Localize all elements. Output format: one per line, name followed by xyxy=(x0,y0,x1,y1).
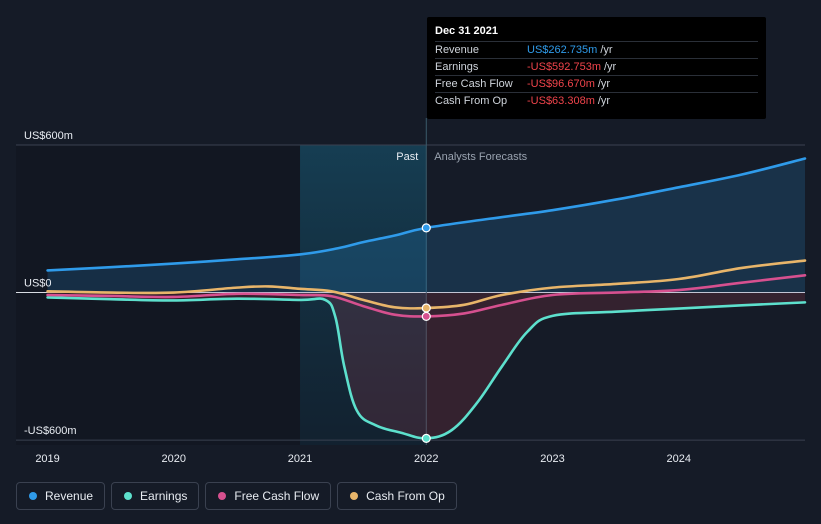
tooltip-value: -US$96.670m xyxy=(527,78,595,90)
tooltip-unit: /yr xyxy=(597,78,611,90)
marker-free-cash-flow xyxy=(421,311,431,321)
tooltip-label: Revenue xyxy=(435,44,480,56)
marker-cash-from-op xyxy=(421,303,431,313)
x-tick-label: 2019 xyxy=(35,453,59,465)
legend-item-earnings[interactable]: Earnings xyxy=(111,482,200,510)
legend-label: Revenue xyxy=(45,489,94,503)
forecast-label: Analysts Forecasts xyxy=(434,151,527,163)
area-earnings xyxy=(47,292,806,439)
x-tick-label: 2022 xyxy=(414,453,438,465)
x-tick-label: 2024 xyxy=(667,453,691,465)
tooltip: Dec 31 2021 Revenue US$262.735m /yr Earn… xyxy=(427,17,766,119)
marker-earnings xyxy=(421,433,431,443)
tooltip-value: -US$63.308m xyxy=(527,95,595,107)
tooltip-label: Earnings xyxy=(435,61,479,73)
x-tick-label: 2021 xyxy=(288,453,312,465)
legend-label: Earnings xyxy=(140,489,188,503)
legend-dot-icon xyxy=(124,492,133,500)
line-cash-from-op xyxy=(46,259,807,310)
tooltip-unit: /yr xyxy=(597,95,611,107)
tooltip-label: Free Cash Flow xyxy=(435,78,513,90)
tooltip-row-free-cash-flow: Free Cash Flow -US$96.670m /yr xyxy=(435,75,758,92)
line-earnings xyxy=(46,296,807,440)
tooltip-value: -US$592.753m xyxy=(527,61,601,73)
legend-dot-icon xyxy=(350,492,359,500)
legend-item-revenue[interactable]: Revenue xyxy=(16,482,106,510)
tooltip-row-revenue: Revenue US$262.735m /yr xyxy=(435,41,758,58)
legend-item-free-cash-flow[interactable]: Free Cash Flow xyxy=(205,482,332,510)
tooltip-label: Cash From Op xyxy=(435,95,508,107)
legend-label: Free Cash Flow xyxy=(234,489,320,503)
tooltip-unit: /yr xyxy=(600,44,613,56)
past-label: Past xyxy=(396,151,418,163)
x-tick-label: 2023 xyxy=(540,453,564,465)
line-free-cash-flow xyxy=(46,274,807,318)
marker-revenue xyxy=(421,223,431,233)
area-revenue xyxy=(47,158,806,293)
tooltip-unit: /yr xyxy=(604,61,617,73)
legend-label: Cash From Op xyxy=(366,489,445,503)
tooltip-row-cash-from-op: Cash From Op -US$63.308m /yr xyxy=(435,92,758,109)
y-tick-label: -US$600m xyxy=(24,425,77,437)
legend: Revenue Earnings Free Cash Flow Cash Fro… xyxy=(16,482,457,510)
y-tick-label: US$600m xyxy=(24,130,73,142)
line-revenue xyxy=(46,157,807,272)
legend-dot-icon xyxy=(218,492,227,500)
tooltip-row-earnings: Earnings -US$592.753m /yr xyxy=(435,58,758,75)
tooltip-value: US$262.735m xyxy=(527,44,598,56)
legend-item-cash-from-op[interactable]: Cash From Op xyxy=(337,482,457,510)
tooltip-date: Dec 31 2021 xyxy=(435,25,498,37)
y-tick-label: US$0 xyxy=(24,278,52,290)
legend-dot-icon xyxy=(29,492,37,500)
x-tick-label: 2020 xyxy=(162,453,186,465)
